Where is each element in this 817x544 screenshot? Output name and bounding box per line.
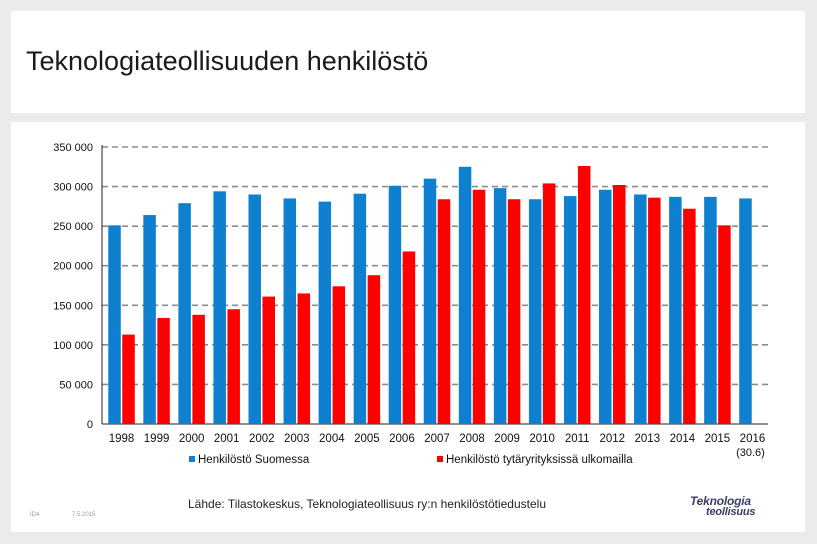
x-tick-label: 2000 (179, 433, 205, 445)
x-tick-label: 2010 (529, 433, 555, 445)
x-tick-note: (30.6) (736, 447, 765, 459)
bar-ulkomailla-2009 (507, 199, 521, 424)
x-tick-label: 2009 (494, 433, 520, 445)
logo-line2: teollisuus (706, 506, 756, 518)
footer-date: 7.5.2015 (72, 512, 96, 518)
bar-ulkomailla-2004 (332, 286, 346, 424)
y-tick-label: 250 000 (53, 221, 93, 233)
x-tick-label: 2008 (459, 433, 485, 445)
bar-chart: 0 50 000 100 000 150 000 200 000 250 000 300 0… (53, 142, 768, 466)
bar-suomessa-2007 (423, 178, 437, 424)
bar-suomessa-1999 (143, 215, 156, 424)
chart-panel: 0 50 000 100 000 150 000 200 000 250 000 300 0… (11, 122, 805, 532)
bar-ulkomailla-2014 (683, 208, 696, 424)
bar-suomessa-2003 (283, 198, 297, 424)
bar-suomessa-2015 (704, 196, 717, 424)
y-tick-label: 200 000 (53, 261, 93, 273)
bar-suomessa-2005 (353, 193, 367, 424)
bar-suomessa-2000 (178, 203, 191, 424)
bar-ulkomailla-2007 (437, 199, 451, 424)
bar-ulkomailla-2000 (192, 314, 205, 424)
y-tick-label: 50 000 (59, 379, 93, 391)
x-tick-label: 2013 (635, 433, 661, 445)
legend-label: Henkilöstö Suomessa (198, 454, 310, 466)
title-panel (11, 11, 805, 113)
legend-swatch (189, 456, 195, 462)
x-tick-label: 2011 (565, 433, 590, 445)
bar-ulkomailla-1998 (122, 334, 135, 424)
bar-ulkomailla-2001 (227, 309, 240, 424)
bar-ulkomailla-2012 (613, 184, 626, 424)
y-tick-label: 350 000 (53, 142, 93, 154)
bar-suomessa-2014 (669, 196, 682, 424)
x-tick-label: 2012 (599, 433, 625, 445)
x-tick-label: 2002 (249, 433, 275, 445)
bar-ulkomailla-2015 (718, 225, 731, 424)
y-tick-label: 0 (87, 419, 93, 431)
bar-ulkomailla-2002 (262, 296, 275, 424)
legend-swatch (437, 456, 443, 462)
page-title: Teknologiateollisuuden henkilöstö (26, 46, 429, 76)
bar-ulkomailla-2008 (472, 189, 486, 424)
bar-suomessa-2013 (634, 194, 647, 424)
y-tick-label: 300 000 (53, 182, 93, 194)
bar-suomessa-2004 (318, 201, 332, 424)
x-tick-label: 2006 (389, 433, 415, 445)
bar-suomessa-2011 (563, 196, 577, 424)
x-tick-label: 2015 (705, 433, 731, 445)
bar-suomessa-2016 (739, 198, 752, 424)
company-logo: Teknologia teollisuus (690, 494, 786, 520)
x-tick-label: 2014 (670, 433, 696, 445)
x-tick-label: 2001 (214, 433, 240, 445)
bar-ulkomailla-2010 (542, 183, 556, 424)
legend-label: Henkilöstö tytäryrityksissä ulkomailla (446, 454, 633, 466)
bar-ulkomailla-2011 (577, 165, 591, 424)
y-tick-label: 100 000 (53, 340, 93, 352)
logo-line1: Teknologia (690, 494, 751, 508)
source-note: Lähde: Tilastokeskus, Teknologiateollisu… (188, 497, 546, 511)
footer-id: ID4 (30, 512, 40, 518)
bar-suomessa-2006 (388, 185, 402, 424)
x-tick-label: 2007 (424, 433, 450, 445)
x-tick-label: 2004 (319, 433, 345, 445)
x-tick-label: 2016 (740, 433, 766, 445)
bar-suomessa-2012 (599, 189, 612, 424)
bar-ulkomailla-1999 (157, 317, 170, 424)
x-tick-label: 2005 (354, 433, 380, 445)
bar-suomessa-2010 (528, 199, 542, 424)
x-tick-label: 2003 (284, 433, 310, 445)
bar-suomessa-2008 (458, 166, 472, 424)
bar-suomessa-2002 (248, 194, 261, 424)
y-tick-label: 150 000 (53, 300, 93, 312)
bar-ulkomailla-2005 (367, 275, 381, 424)
x-tick-label: 1998 (109, 433, 135, 445)
x-tick-label: 1999 (144, 433, 170, 445)
bar-suomessa-1998 (108, 225, 121, 424)
bar-ulkomailla-2006 (402, 251, 416, 424)
bar-ulkomailla-2003 (297, 293, 311, 424)
bar-suomessa-2009 (493, 188, 507, 424)
bar-ulkomailla-2013 (648, 197, 661, 424)
bar-suomessa-2001 (213, 191, 226, 424)
